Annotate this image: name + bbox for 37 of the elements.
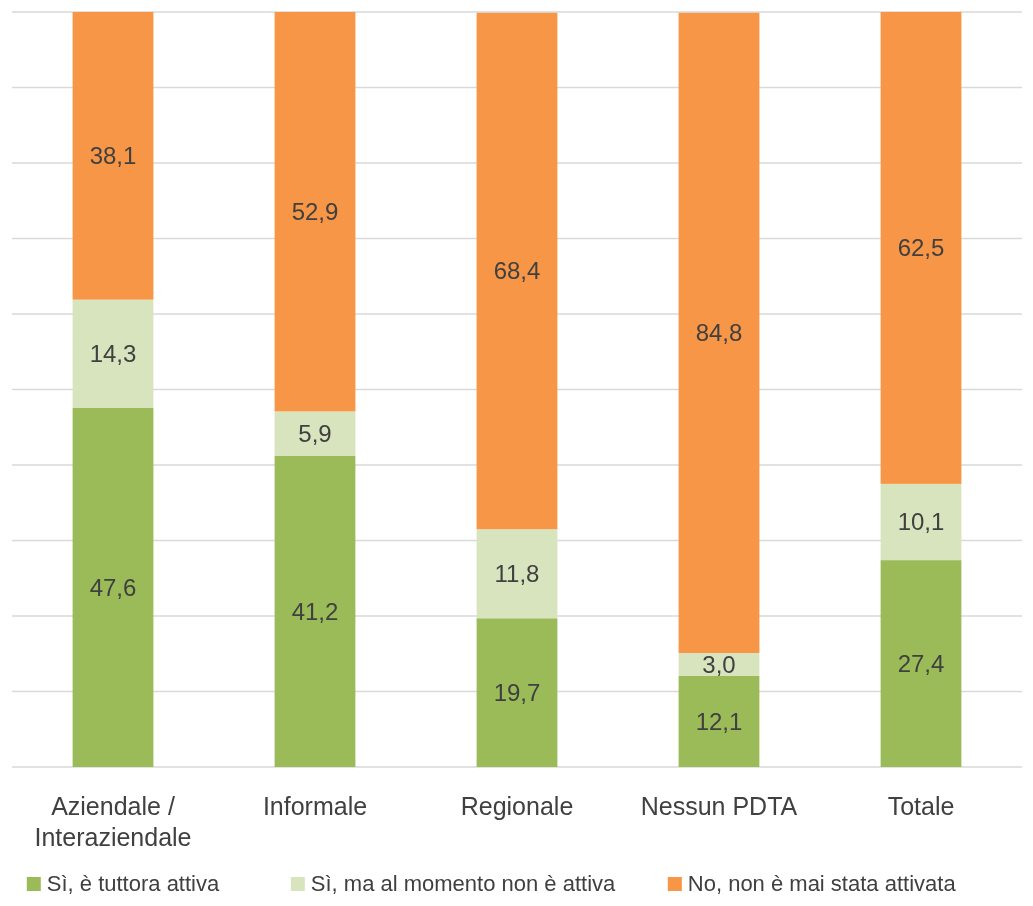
data-label: 38,1 [89, 142, 137, 170]
bar [476, 12, 558, 530]
data-label: 84,8 [695, 319, 743, 347]
data-label: 68,4 [493, 257, 541, 285]
bar [880, 12, 962, 484]
bar [72, 12, 154, 300]
data-label: 47,6 [89, 573, 137, 601]
data-label: 12,1 [695, 707, 743, 735]
x-tick-label: Totale [887, 792, 955, 820]
legend-label: Sì, ma al momento non è attiva [310, 871, 617, 896]
data-label: 41,2 [291, 597, 339, 625]
bar [72, 299, 154, 408]
bar [274, 455, 356, 767]
bar [880, 483, 962, 561]
data-label: 27,4 [897, 649, 945, 677]
bar [678, 675, 760, 767]
data-label: 3,0 [702, 650, 736, 678]
bar [274, 411, 356, 456]
bar [476, 618, 558, 767]
bar [274, 12, 356, 412]
bar [72, 407, 154, 767]
legend-label: No, non è mai stata attivata [687, 871, 957, 896]
data-label: 14,3 [89, 340, 137, 368]
data-label: 11,8 [494, 560, 540, 588]
x-tick-label: Informale [262, 792, 368, 820]
bar [476, 529, 558, 619]
data-label: 5,9 [298, 420, 332, 448]
legend-label: Sì, è tuttora attiva [46, 871, 220, 896]
x-tick-label: Aziendale / Interaziendale [34, 792, 192, 851]
data-label: 62,5 [897, 234, 945, 262]
bar [678, 12, 760, 653]
x-tick-label: Nessun PDTA [640, 792, 798, 820]
data-label: 52,9 [291, 198, 339, 226]
data-label: 10,1 [897, 508, 945, 536]
data-label: 19,7 [493, 679, 541, 707]
x-tick-label: Regionale [460, 792, 574, 820]
bar [880, 560, 962, 767]
